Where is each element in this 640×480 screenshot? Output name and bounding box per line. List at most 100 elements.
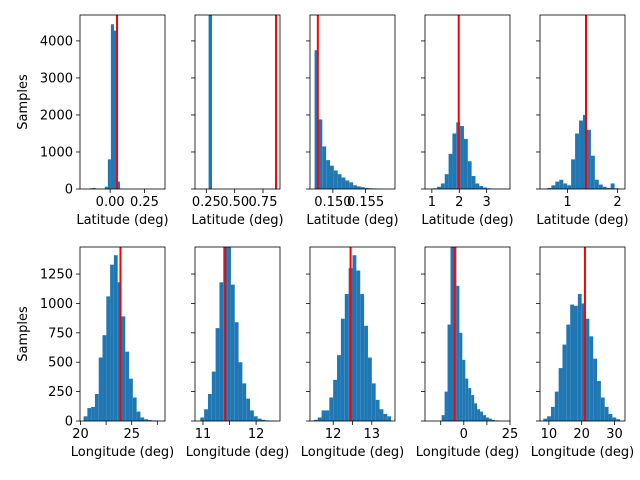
- histogram-bar: [238, 362, 243, 421]
- histogram-bar: [257, 418, 262, 421]
- histogram-bar: [207, 393, 212, 421]
- histogram-bar: [333, 379, 338, 421]
- histogram-bar: [465, 378, 469, 421]
- histogram-bar: [106, 296, 111, 421]
- histogram-bar: [325, 410, 330, 421]
- histogram-bar: [104, 186, 108, 189]
- histogram-bar: [579, 120, 583, 189]
- histogram-bar: [456, 285, 460, 421]
- histogram-bar: [479, 186, 484, 189]
- histogram-bar: [581, 303, 586, 421]
- histogram-bar: [471, 176, 476, 189]
- x-tick-label: 30: [606, 427, 623, 442]
- histogram-bar: [379, 409, 384, 421]
- histogram-bar: [593, 358, 598, 421]
- histogram-bar: [468, 388, 472, 421]
- histogram-bar: [219, 282, 224, 421]
- x-axis-label: Longitude (deg): [301, 445, 404, 460]
- histogram-bar: [129, 378, 133, 421]
- x-tick-label: 1: [563, 195, 571, 210]
- histogram-bar: [586, 129, 591, 189]
- y-axis-label: Samples: [16, 306, 31, 362]
- histogram-bars: [543, 114, 623, 189]
- histogram-bar: [234, 322, 239, 421]
- histogram-bar: [616, 419, 621, 421]
- histogram-bar: [215, 328, 220, 421]
- histogram-bar: [349, 182, 354, 189]
- y-tick-label: 3000: [40, 71, 73, 86]
- x-axis-label: Longitude (deg): [416, 445, 519, 460]
- y-tick-label: 2000: [40, 108, 73, 123]
- axes-frame: [79, 14, 166, 190]
- y-tick-label: 250: [48, 385, 73, 400]
- x-tick-label: 10: [541, 427, 558, 442]
- y-axis-label: Samples: [16, 74, 31, 130]
- histogram-bar: [594, 179, 599, 189]
- histogram-bar: [474, 403, 478, 421]
- histogram-bar: [148, 420, 152, 421]
- subplot-r2c4: 0 25 Longitude (deg): [416, 246, 519, 460]
- histogram-bar: [483, 187, 487, 189]
- histogram-bars: [314, 50, 392, 189]
- histogram-bar: [357, 186, 361, 189]
- histogram-bar: [597, 381, 601, 421]
- histogram-bar: [574, 305, 578, 421]
- histogram-bar: [570, 304, 574, 421]
- histogram-bar: [364, 187, 369, 189]
- histogram-bars: [208, 15, 277, 189]
- histogram-bar: [559, 179, 564, 189]
- histogram-bar: [344, 294, 349, 421]
- histogram-bar: [554, 391, 559, 421]
- histogram-bar: [318, 119, 323, 189]
- y-tick-label: 1000: [40, 297, 73, 312]
- histogram-bar: [337, 174, 342, 189]
- histogram-bar: [313, 419, 318, 421]
- histogram-bar: [383, 413, 388, 421]
- histogram-bar: [136, 411, 141, 421]
- x-axis-label: Longitude (deg): [531, 445, 634, 460]
- histogram-bar: [491, 419, 495, 421]
- histogram-bar: [91, 406, 95, 421]
- histogram-bar: [547, 416, 551, 421]
- histogram-bar: [140, 417, 145, 421]
- axes-frame: [194, 246, 281, 422]
- x-tick-label: 11: [195, 427, 212, 442]
- histogram-bar: [444, 391, 448, 421]
- histogram-bar: [144, 419, 148, 421]
- histogram-bar: [329, 397, 334, 421]
- histogram-bars: [83, 255, 160, 421]
- histogram-bar: [440, 183, 445, 189]
- histogram-bar: [110, 24, 114, 189]
- histogram-bar: [543, 418, 548, 421]
- histogram-bar: [441, 415, 445, 421]
- subplot-r1c4: 1 2 3 Latitude (deg): [421, 14, 514, 228]
- histogram-bar: [211, 371, 216, 421]
- histogram-bar: [462, 359, 466, 421]
- histogram-bar: [604, 406, 609, 421]
- histogram-bar: [102, 335, 107, 421]
- histogram-bar: [371, 383, 376, 421]
- x-tick-label: 25: [502, 427, 519, 442]
- histogram-bar: [360, 294, 365, 421]
- x-tick-label: 13: [364, 427, 381, 442]
- histogram-bar: [463, 139, 468, 189]
- axes-frame: [194, 14, 281, 190]
- x-tick-label: 0.155: [347, 195, 384, 210]
- histogram-bar: [485, 417, 489, 421]
- x-tick-label: 3: [483, 195, 491, 210]
- histogram-bar: [230, 284, 235, 421]
- histogram-bar: [333, 170, 338, 189]
- axes-frame: [309, 14, 396, 190]
- y-tick-label: 0: [65, 183, 73, 198]
- histogram-bar: [450, 247, 454, 421]
- histogram-bar: [87, 408, 92, 421]
- histogram-bar: [547, 187, 552, 189]
- histogram-bar: [551, 185, 556, 189]
- histogram-bar: [98, 357, 103, 421]
- axes-frame: [539, 246, 626, 422]
- y-tick-label: 1000: [40, 145, 73, 160]
- histogram-bar: [575, 133, 580, 189]
- x-tick-label: 1: [428, 195, 436, 210]
- x-tick-label: 25: [123, 427, 140, 442]
